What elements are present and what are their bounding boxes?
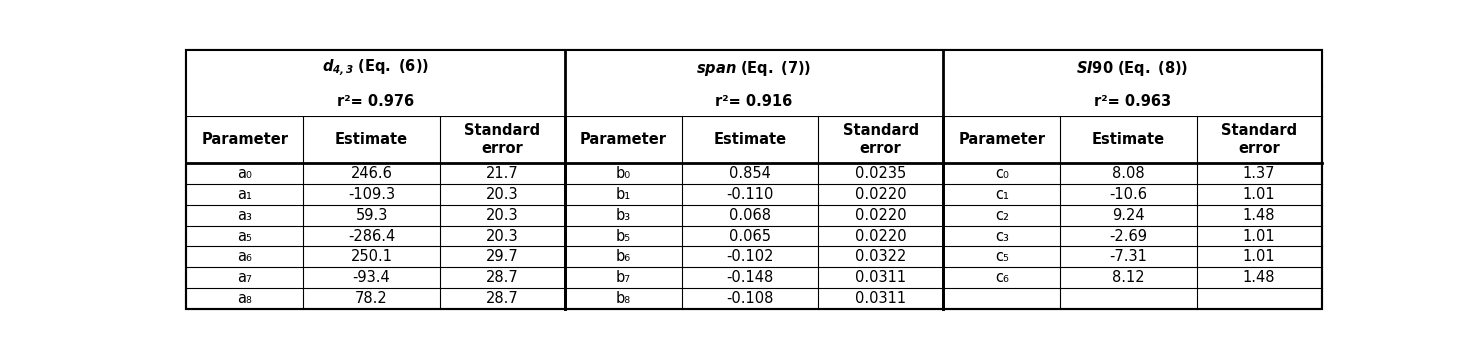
- Text: 78.2: 78.2: [355, 291, 388, 306]
- Text: Standard
error: Standard error: [843, 124, 919, 156]
- Text: b₆: b₆: [616, 249, 631, 264]
- Text: a₆: a₆: [237, 249, 252, 264]
- Bar: [187, 86, 565, 116]
- Text: 1.37: 1.37: [1243, 166, 1275, 181]
- Text: b₇: b₇: [616, 270, 631, 285]
- Text: a₀: a₀: [237, 166, 252, 181]
- Text: -0.108: -0.108: [727, 291, 774, 306]
- Text: Parameter: Parameter: [958, 132, 1046, 147]
- Text: 0.065: 0.065: [730, 229, 771, 244]
- Text: 0.854: 0.854: [730, 166, 771, 181]
- Text: 1.48: 1.48: [1243, 270, 1275, 285]
- Text: c₂: c₂: [994, 208, 1009, 223]
- Text: 0.0235: 0.0235: [855, 166, 906, 181]
- Text: 20.3: 20.3: [485, 208, 518, 223]
- Text: 0.0220: 0.0220: [855, 187, 906, 202]
- Bar: [565, 86, 943, 116]
- Bar: [943, 86, 1321, 116]
- Text: 59.3: 59.3: [356, 208, 388, 223]
- Text: c₁: c₁: [994, 187, 1009, 202]
- Text: b₃: b₃: [616, 208, 631, 223]
- Text: 8.12: 8.12: [1112, 270, 1144, 285]
- Text: b₈: b₈: [616, 291, 631, 306]
- Text: $\bfit{span}$ $\mathbf{(Eq.\ (7))}$: $\bfit{span}$ $\mathbf{(Eq.\ (7))}$: [696, 59, 812, 78]
- Text: 1.01: 1.01: [1243, 249, 1275, 264]
- Text: -7.31: -7.31: [1109, 249, 1147, 264]
- Bar: [565, 50, 943, 86]
- Text: 28.7: 28.7: [485, 270, 519, 285]
- Text: 20.3: 20.3: [485, 187, 518, 202]
- Text: 0.0311: 0.0311: [855, 270, 906, 285]
- Text: c₃: c₃: [994, 229, 1009, 244]
- Text: a₇: a₇: [237, 270, 252, 285]
- Text: 250.1: 250.1: [350, 249, 393, 264]
- Text: Standard
error: Standard error: [1221, 124, 1297, 156]
- Text: a₈: a₈: [237, 291, 252, 306]
- Text: -2.69: -2.69: [1109, 229, 1147, 244]
- Bar: [943, 50, 1321, 86]
- Text: 20.3: 20.3: [485, 229, 518, 244]
- Text: -93.4: -93.4: [353, 270, 390, 285]
- Text: $\bfit{SI}$$\mathbf{90\ (Eq.\ (8))}$: $\bfit{SI}$$\mathbf{90\ (Eq.\ (8))}$: [1077, 59, 1189, 78]
- Text: Standard
error: Standard error: [465, 124, 540, 156]
- Text: Estimate: Estimate: [1091, 132, 1165, 147]
- Text: 0.068: 0.068: [730, 208, 771, 223]
- Text: 29.7: 29.7: [485, 249, 519, 264]
- Text: Estimate: Estimate: [335, 132, 407, 147]
- Text: 1.01: 1.01: [1243, 229, 1275, 244]
- Text: 1.48: 1.48: [1243, 208, 1275, 223]
- Text: -0.110: -0.110: [727, 187, 774, 202]
- Text: Estimate: Estimate: [713, 132, 787, 147]
- Text: a₃: a₃: [237, 208, 252, 223]
- Text: b₅: b₅: [616, 229, 631, 244]
- Text: a₁: a₁: [237, 187, 252, 202]
- Text: b₀: b₀: [616, 166, 631, 181]
- Text: $\bfit{d}_{4,3}$ $\mathbf{(Eq.\ (6))}$: $\bfit{d}_{4,3}$ $\mathbf{(Eq.\ (6))}$: [322, 58, 430, 79]
- Text: r²= 0.976: r²= 0.976: [337, 94, 413, 109]
- Text: r²= 0.916: r²= 0.916: [715, 94, 793, 109]
- Text: 21.7: 21.7: [485, 166, 519, 181]
- Text: Parameter: Parameter: [580, 132, 666, 147]
- Text: 0.0322: 0.0322: [855, 249, 906, 264]
- Text: 246.6: 246.6: [350, 166, 393, 181]
- Text: 8.08: 8.08: [1112, 166, 1144, 181]
- Text: -0.102: -0.102: [727, 249, 774, 264]
- Text: 0.0220: 0.0220: [855, 229, 906, 244]
- Text: -10.6: -10.6: [1109, 187, 1147, 202]
- Text: r²= 0.963: r²= 0.963: [1094, 94, 1171, 109]
- Text: 1.01: 1.01: [1243, 187, 1275, 202]
- Text: c₀: c₀: [994, 166, 1009, 181]
- Bar: [187, 50, 565, 86]
- Text: 0.0220: 0.0220: [855, 208, 906, 223]
- Text: a₅: a₅: [237, 229, 252, 244]
- Text: 9.24: 9.24: [1112, 208, 1144, 223]
- Text: -286.4: -286.4: [349, 229, 396, 244]
- Text: b₁: b₁: [616, 187, 631, 202]
- Text: 0.0311: 0.0311: [855, 291, 906, 306]
- Text: c₆: c₆: [994, 270, 1009, 285]
- Text: 28.7: 28.7: [485, 291, 519, 306]
- Text: -0.148: -0.148: [727, 270, 774, 285]
- Text: -109.3: -109.3: [349, 187, 396, 202]
- Text: c₅: c₅: [994, 249, 1009, 264]
- Text: Parameter: Parameter: [202, 132, 288, 147]
